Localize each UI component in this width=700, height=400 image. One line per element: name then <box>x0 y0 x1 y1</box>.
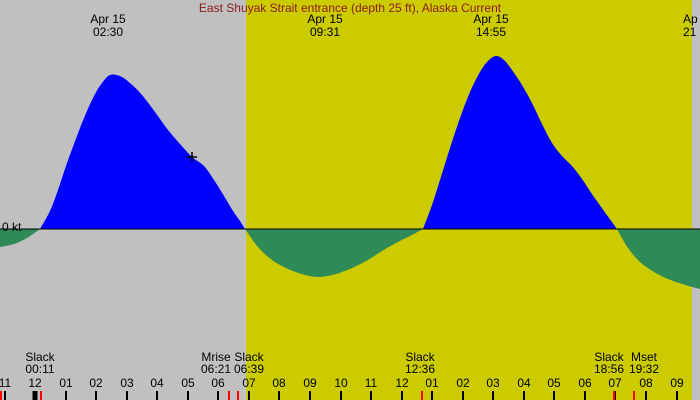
hour-tick <box>584 391 586 400</box>
event-tick <box>421 391 423 400</box>
hour-tick <box>401 391 403 400</box>
hour-tick <box>645 391 647 400</box>
hour-tick <box>309 391 311 400</box>
hour-tick <box>553 391 555 400</box>
event-tick <box>40 391 42 400</box>
hour-tick <box>278 391 280 400</box>
flood-area <box>423 55 617 229</box>
hour-tick <box>65 391 67 400</box>
event-tick <box>0 391 2 400</box>
ebb-area <box>245 229 423 278</box>
hour-tick <box>95 391 97 400</box>
event-tick <box>613 391 615 400</box>
event-tick <box>237 391 239 400</box>
event-tick <box>228 391 230 400</box>
flood-area <box>40 74 245 229</box>
hour-tick <box>462 391 464 400</box>
hour-tick <box>492 391 494 400</box>
hour-tick <box>370 391 372 400</box>
hour-tick <box>248 391 250 400</box>
hour-tick <box>340 391 342 400</box>
hour-tick <box>32 391 38 400</box>
hour-tick <box>676 391 678 400</box>
hour-tick <box>4 391 6 400</box>
hour-tick <box>523 391 525 400</box>
ebb-area <box>617 229 700 289</box>
hour-tick <box>217 391 219 400</box>
hour-tick <box>187 391 189 400</box>
hour-tick <box>126 391 128 400</box>
event-tick <box>633 391 635 400</box>
ebb-area <box>0 229 40 247</box>
hour-tick <box>156 391 158 400</box>
now-marker-plus <box>187 152 197 162</box>
hour-tick <box>431 391 433 400</box>
